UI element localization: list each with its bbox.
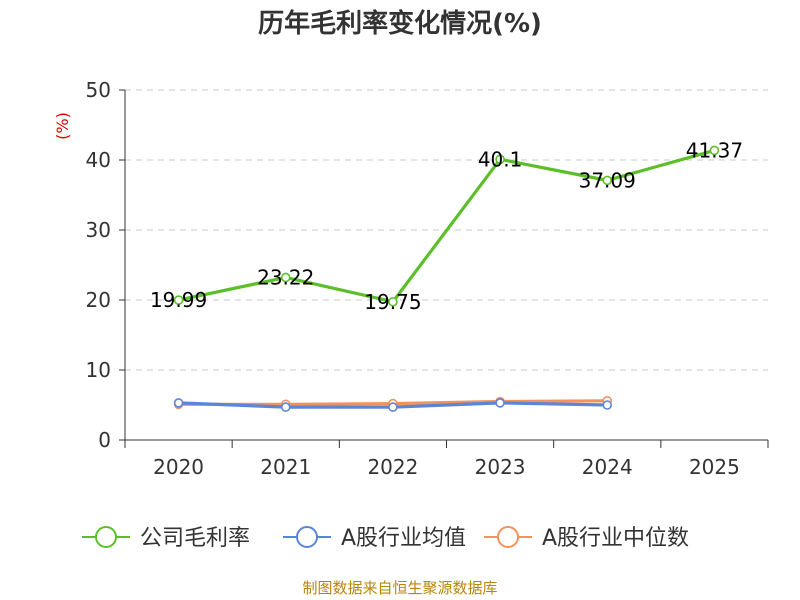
series-lines: [173, 145, 720, 412]
legend-label: 公司毛利率: [140, 526, 250, 551]
series-line: [178, 148, 715, 304]
data-label: 23.22: [257, 265, 314, 289]
source-note: 制图数据来自恒生聚源数据库: [302, 579, 497, 597]
data-label: 40.1: [478, 147, 523, 171]
legend-marker: [497, 526, 519, 548]
y-tick-label: 20: [86, 288, 111, 312]
y-axis-label: (%): [53, 112, 72, 140]
data-label: 41.37: [686, 138, 743, 162]
data-point: [280, 402, 291, 412]
legend-marker: [95, 526, 117, 548]
legend-marker: [296, 526, 318, 548]
data-point: [173, 398, 184, 408]
data-point: [280, 272, 291, 283]
axes: 0 10 20 30 40 50 2020 2021 2022 2023 2024 2025: [86, 78, 769, 479]
data-point: [495, 398, 505, 408]
x-tick-label: 2023: [475, 455, 526, 479]
chart-title: 历年毛利率变化情况(%): [258, 8, 542, 39]
data-point: [709, 145, 720, 156]
data-point: [602, 400, 613, 410]
x-tick-label: 2021: [260, 455, 311, 479]
y-tick-label: 50: [86, 78, 111, 102]
legend-label: A股行业中位数: [542, 526, 689, 551]
data-point: [388, 296, 398, 307]
x-tick-label: 2020: [153, 455, 204, 479]
data-labels: 19.99 23.22 19.75 40.1 37.09 41.37: [150, 138, 743, 313]
data-label: 37.09: [579, 168, 636, 192]
data-point: [602, 175, 613, 186]
data-label: 19.99: [150, 288, 207, 312]
legend-label: A股行业均值: [341, 526, 466, 551]
y-tick-label: 0: [98, 428, 111, 452]
data-label: 19.75: [364, 290, 421, 314]
legend: 公司毛利率 A股行业均值 A股行业中位数: [82, 526, 689, 551]
data-point: [495, 154, 505, 165]
y-tick-label: 40: [86, 148, 111, 172]
x-tick-label: 2025: [689, 455, 740, 479]
x-tick-label: 2022: [367, 455, 418, 479]
y-tick-label: 10: [86, 358, 111, 382]
x-tick-label: 2024: [582, 455, 633, 479]
data-point: [173, 295, 184, 305]
data-point: [388, 402, 398, 412]
y-tick-label: 30: [86, 218, 111, 242]
